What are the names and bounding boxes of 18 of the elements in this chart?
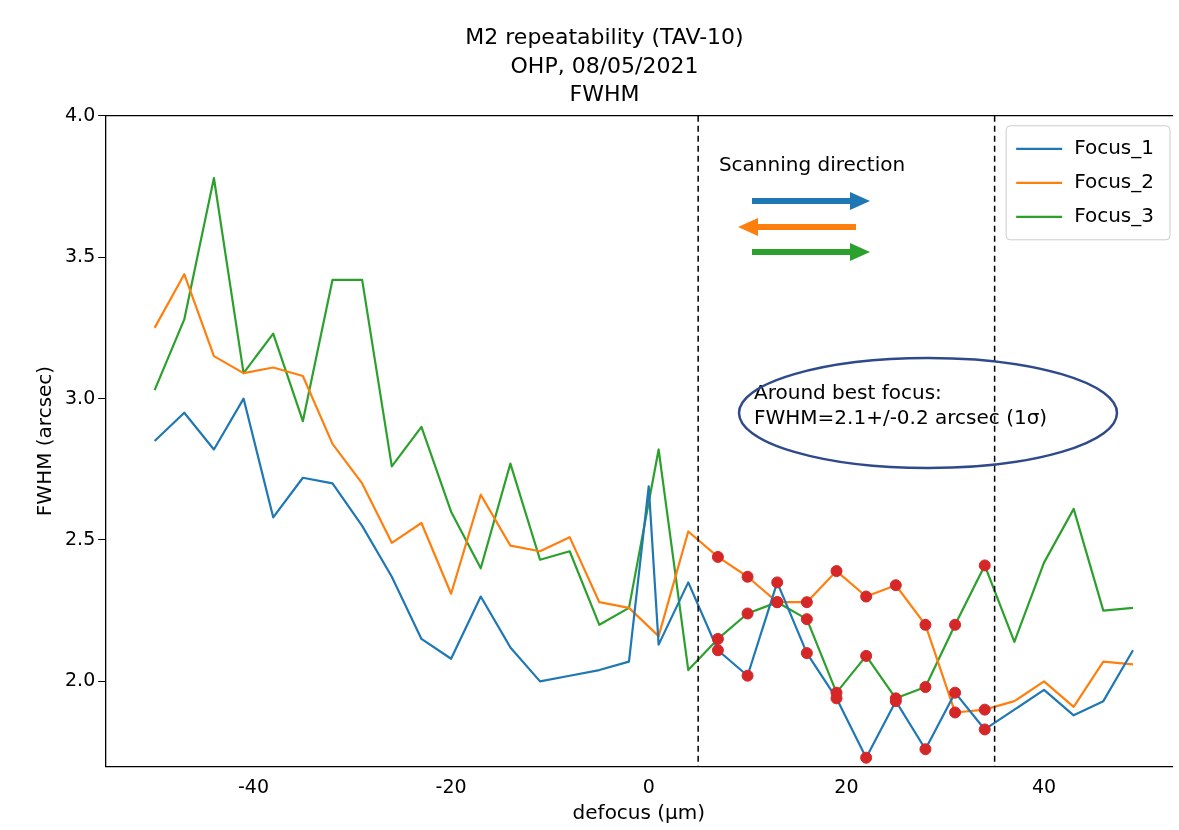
x-axis-title: defocus (µm) bbox=[572, 800, 706, 825]
x-tick-label: 0 bbox=[642, 774, 655, 797]
y-tick-label: 3.5 bbox=[65, 244, 96, 267]
legend-label: Focus_2 bbox=[1074, 169, 1154, 193]
annotation: Scanning direction bbox=[718, 152, 906, 177]
annotation: Around best focus: FWHM=2.1+/-0.2 arcsec (1σ) bbox=[754, 380, 1048, 430]
y-axis-title: FWHM (arcsec) bbox=[32, 365, 57, 517]
x-tick-label: -40 bbox=[237, 774, 269, 797]
x-tick-label: 20 bbox=[834, 774, 859, 797]
x-tick-label: -20 bbox=[435, 774, 467, 797]
x-tick-label: 40 bbox=[1031, 774, 1057, 797]
y-tick-label: 3.0 bbox=[65, 385, 96, 408]
legend-label: Focus_1 bbox=[1074, 135, 1154, 159]
y-tick-label: 2.5 bbox=[65, 526, 96, 549]
chart-title: M2 repeatability (TAV-10) OHP, 08/05/2021 FWHM bbox=[465, 24, 744, 107]
legend-label: Focus_3 bbox=[1074, 203, 1154, 227]
y-tick-label: 4.0 bbox=[65, 102, 96, 125]
y-tick-label: 2.0 bbox=[65, 668, 96, 691]
